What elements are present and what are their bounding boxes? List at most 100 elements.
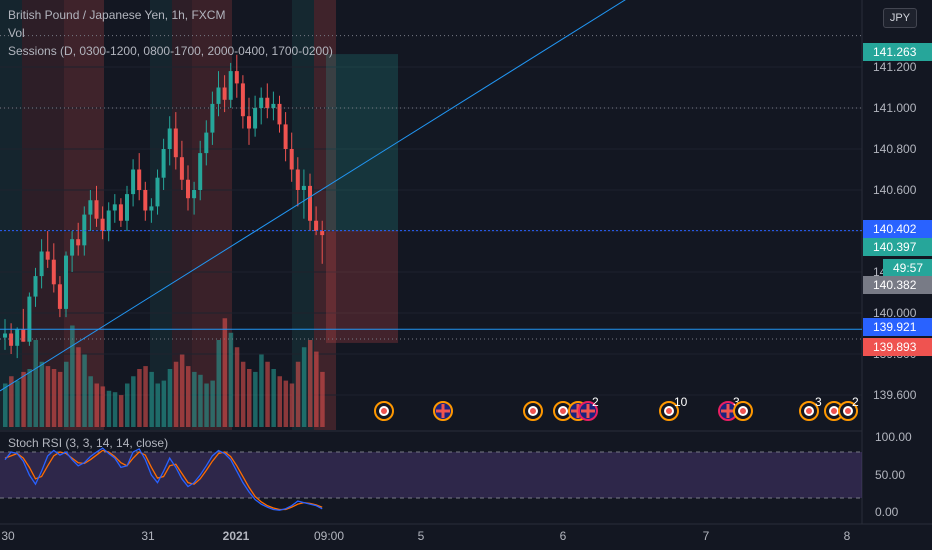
stoch-rsi-label[interactable]: Stoch RSI (3, 3, 14, 14, close) (8, 436, 169, 450)
volume-bar (204, 383, 209, 427)
session-bands (0, 0, 336, 430)
time-tick: 30 (1, 529, 15, 543)
volume-bar (125, 383, 130, 427)
event-target-icon[interactable] (799, 401, 819, 421)
trendline[interactable] (0, 0, 780, 392)
candle-body (149, 206, 154, 211)
price-grid (0, 66, 862, 396)
price-tag (863, 220, 932, 238)
price-tag (863, 318, 932, 336)
candle-body (88, 200, 93, 215)
volume-bar (70, 325, 75, 427)
candle-body (301, 185, 306, 190)
candle-body (179, 157, 184, 180)
candle-body (289, 149, 294, 170)
volume-bar (320, 371, 325, 427)
price-tick: 140.000 (873, 306, 917, 320)
volume-bar (210, 380, 215, 427)
candle-body (76, 239, 81, 246)
price-tag-label: 140.397 (873, 240, 917, 254)
volume-bar (186, 366, 191, 427)
volume-bar (149, 371, 154, 427)
price-tag (863, 43, 932, 61)
volume-bar (137, 369, 142, 427)
volume-bar (9, 376, 14, 427)
event-target-icon[interactable] (374, 401, 394, 421)
time-tick: 8 (844, 529, 851, 543)
volume-bar (57, 371, 63, 427)
candle-body (57, 284, 62, 309)
candle-body (15, 329, 20, 346)
price-tag-label: 139.921 (873, 320, 917, 334)
position-profit-zone[interactable] (326, 54, 398, 231)
event-uk-flag-icon[interactable] (578, 401, 598, 421)
sessions-indicator-label[interactable]: Sessions (D, 0300-1200, 0800-1700, 2000-… (8, 44, 333, 58)
candle-body (228, 71, 233, 100)
economic-events-row[interactable]: 2 10 3 3 2 (374, 395, 859, 421)
time-tick: 5 (418, 529, 425, 543)
price-labels: 141.263 140.402 140.397 49:57 140.382 139.921… (863, 43, 932, 356)
candle-body (192, 190, 197, 199)
event-target-icon[interactable] (659, 401, 679, 421)
volume-bar (222, 318, 228, 427)
volume-bar (271, 369, 276, 427)
price-tag (863, 276, 932, 294)
candle-body (265, 97, 270, 108)
volume-bar (167, 369, 173, 427)
price-tag (863, 238, 932, 256)
candle-body (222, 87, 227, 100)
volume-bar (112, 392, 118, 427)
candle-body (39, 251, 44, 277)
candle-body (9, 333, 14, 346)
event-uk-flag-icon[interactable] (718, 401, 738, 421)
price-tag-label: 139.893 (873, 340, 917, 354)
volume-bar (240, 361, 246, 427)
event-target-icon[interactable] (733, 401, 753, 421)
volume-bar (39, 361, 45, 427)
candle-body (320, 231, 325, 236)
candle-body (45, 251, 50, 260)
candle-body (70, 239, 75, 256)
price-tick: 140.800 (873, 142, 917, 156)
candle-body (314, 220, 319, 231)
volume-bar (106, 390, 112, 427)
volume-bar (234, 347, 240, 427)
volume-bar (253, 371, 258, 427)
event-uk-flag-icon[interactable] (433, 401, 453, 421)
candle-body (253, 108, 258, 129)
currency-button[interactable]: JPY (883, 8, 917, 28)
candle-body (186, 179, 190, 199)
volume-bar (179, 354, 185, 427)
time-axis[interactable]: 30 31 2021 09:00 5 6 7 8 (1, 529, 850, 543)
volume-bar (301, 347, 307, 427)
candle-body (283, 124, 288, 149)
candle-body (125, 194, 129, 221)
event-target-icon[interactable] (838, 401, 858, 421)
candle-body (33, 276, 38, 297)
position-loss-zone[interactable] (326, 230, 398, 343)
symbol-title[interactable]: British Pound / Japanese Yen, 1h, FXCM (8, 8, 226, 22)
event-target-icon[interactable] (824, 401, 844, 421)
price-tick: 141.000 (873, 101, 917, 115)
candle-body (240, 83, 245, 117)
volume-bar (155, 383, 160, 427)
volume-bar (289, 383, 295, 427)
time-tick: 2021 (223, 529, 250, 543)
candle-body (259, 97, 264, 108)
volume-bar (192, 371, 197, 427)
volume-indicator-label[interactable]: Vol (8, 26, 25, 40)
stoch-tick-50: 50.00 (875, 468, 905, 482)
price-tag (883, 259, 932, 277)
time-tick: 6 (560, 529, 567, 543)
candle-body (3, 333, 7, 338)
price-tag-label: 49:57 (893, 261, 923, 275)
volume-bar (198, 374, 203, 427)
event-target-icon[interactable] (523, 401, 543, 421)
candle-body (155, 177, 160, 207)
candle-body (198, 153, 203, 190)
candle-body (210, 103, 215, 133)
volume-bar (15, 380, 20, 427)
volume-bar (3, 383, 8, 427)
volume-bar (277, 376, 282, 427)
